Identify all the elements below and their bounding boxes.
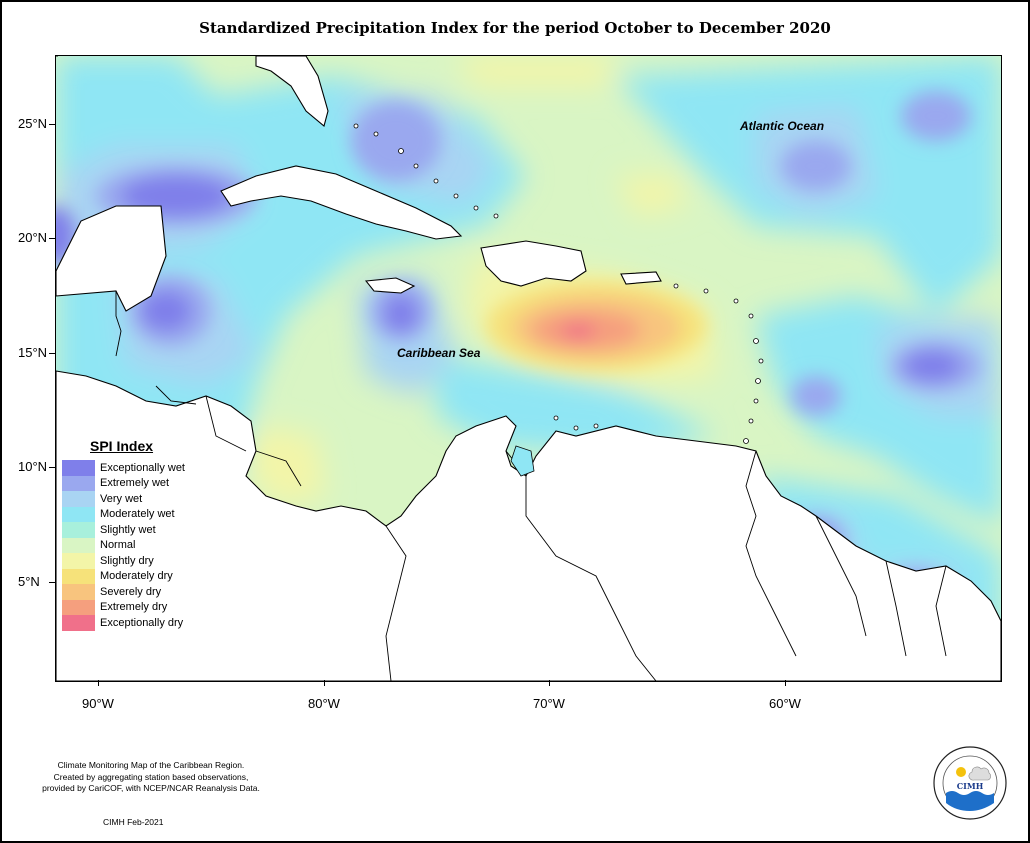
lat-label-15n: 15°N	[18, 345, 48, 360]
atlantic-ocean-label: Atlantic Ocean	[740, 119, 825, 133]
lon-tick-90w	[98, 680, 99, 686]
spi-map	[55, 55, 1002, 682]
legend-item: Slightly wet	[62, 522, 202, 538]
legend-item: Extremely dry	[62, 599, 202, 615]
lon-label-90w: 90°W	[82, 696, 114, 711]
legend-swatch	[62, 522, 95, 538]
country-borders	[56, 56, 947, 681]
map-description: Climate Monitoring Map of the Caribbean …	[36, 760, 266, 795]
lat-tick-5n	[49, 582, 55, 583]
legend-item: Very wet	[62, 491, 202, 507]
lon-label-70w: 70°W	[533, 696, 565, 711]
map-title: Standardized Precipitation Index for the…	[199, 19, 831, 37]
legend-item: Exceptionally wet	[62, 460, 202, 476]
legend-swatch	[62, 491, 95, 507]
legend-rows: Exceptionally wet Extremely wet Very wet Mo…	[62, 460, 202, 631]
legend-item: Severely dry	[62, 584, 202, 600]
description-line-3: provided by CariCOF, with NCEP/NCAR Rean…	[42, 783, 260, 793]
legend-label: Exceptionally wet	[100, 461, 185, 474]
legend-label: Exceptionally dry	[100, 616, 184, 629]
lon-label-80w: 80°W	[308, 696, 340, 711]
legend-label: Moderately wet	[100, 508, 175, 521]
lon-tick-60w	[785, 680, 786, 686]
legend-swatch	[62, 553, 95, 569]
spi-map-canvas	[56, 56, 1001, 681]
legend-item: Slightly dry	[62, 553, 202, 569]
legend-swatch	[62, 599, 95, 615]
cimh-logo: CIMH	[932, 745, 1008, 821]
lat-label-10n: 10°N	[18, 459, 48, 474]
legend-label: Very wet	[100, 492, 143, 505]
legend-swatch	[62, 506, 95, 522]
legend-label: Extremely wet	[100, 477, 170, 490]
legend-label: Severely dry	[100, 585, 162, 598]
legend-swatch	[62, 475, 95, 491]
cimh-logo-text: CIMH	[957, 781, 984, 791]
legend-swatch	[62, 460, 95, 476]
lon-label-60w: 60°W	[769, 696, 801, 711]
description-line-2: Created by aggregating station based obs…	[53, 771, 249, 782]
spi-legend: SPI Index Exceptionally wet Extremely wet…	[62, 438, 202, 631]
legend-title: SPI Index	[90, 438, 154, 454]
cloud-icon	[968, 766, 991, 781]
lake-maracaibo	[510, 445, 535, 477]
legend-label: Slightly dry	[100, 554, 154, 567]
legend-label: Normal	[100, 539, 136, 552]
legend-label: Slightly wet	[100, 523, 156, 536]
lat-tick-25n	[49, 124, 55, 125]
credit-text: CIMH Feb-2021	[103, 817, 164, 827]
cimh-logo-icon: CIMH	[933, 746, 1007, 820]
legend-swatch	[62, 615, 95, 631]
lat-tick-15n	[49, 353, 55, 354]
lat-label-20n: 20°N	[18, 230, 48, 245]
waves-icon	[946, 791, 994, 811]
legend-swatch	[62, 568, 95, 584]
legend-item: Moderately wet	[62, 506, 202, 522]
sun-icon	[956, 767, 966, 777]
islands	[353, 123, 764, 444]
caribbean-sea-label: Caribbean Sea	[397, 346, 481, 360]
lon-tick-80w	[324, 680, 325, 686]
lat-label-5n: 5°N	[18, 574, 40, 589]
legend-swatch	[62, 537, 95, 553]
legend-item: Normal	[62, 537, 202, 553]
lat-label-25n: 25°N	[18, 116, 48, 131]
legend-label: Extremely dry	[100, 601, 168, 614]
lat-tick-10n	[49, 467, 55, 468]
legend-item: Exceptionally dry	[62, 615, 202, 631]
legend-item: Extremely wet	[62, 475, 202, 491]
legend-item: Moderately dry	[62, 568, 202, 584]
lat-tick-20n	[49, 238, 55, 239]
land-masses	[56, 56, 1001, 681]
description-line-1: Climate Monitoring Map of the Caribbean …	[57, 760, 245, 770]
lon-tick-70w	[549, 680, 550, 686]
legend-swatch	[62, 584, 95, 600]
legend-label: Moderately dry	[100, 570, 173, 583]
